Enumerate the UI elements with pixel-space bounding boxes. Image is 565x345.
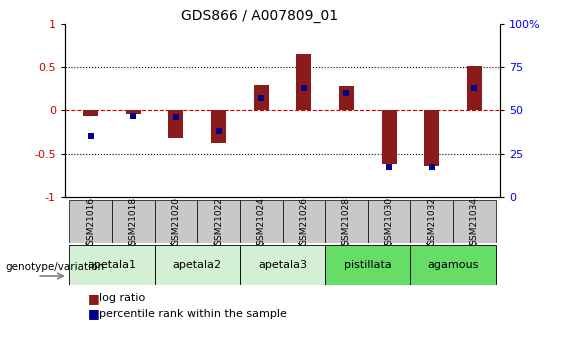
Bar xyxy=(424,110,439,167)
Text: genotype/variation: genotype/variation xyxy=(6,263,105,272)
Bar xyxy=(410,200,453,243)
Point xyxy=(470,85,479,91)
Text: GSM21016: GSM21016 xyxy=(86,197,95,246)
Point xyxy=(86,134,95,139)
Point xyxy=(427,165,436,170)
Text: apetala1: apetala1 xyxy=(88,260,136,270)
Point xyxy=(171,115,180,120)
Text: GSM21028: GSM21028 xyxy=(342,197,351,246)
Bar xyxy=(168,110,183,138)
Bar xyxy=(297,55,311,110)
Text: pistillata: pistillata xyxy=(344,260,392,270)
Text: GSM21020: GSM21020 xyxy=(171,197,180,246)
Bar xyxy=(197,200,240,243)
Text: GSM21034: GSM21034 xyxy=(470,197,479,246)
Text: agamous: agamous xyxy=(427,260,479,270)
Bar xyxy=(453,200,496,243)
Bar xyxy=(467,66,482,110)
Text: ■: ■ xyxy=(88,292,99,305)
Point xyxy=(342,90,351,96)
Text: GSM21032: GSM21032 xyxy=(427,197,436,246)
Bar xyxy=(126,110,141,114)
Text: log ratio: log ratio xyxy=(99,294,145,303)
Text: GSM21018: GSM21018 xyxy=(129,197,138,246)
Bar xyxy=(69,200,112,243)
Bar xyxy=(155,200,197,243)
Bar xyxy=(240,200,282,243)
Point xyxy=(129,113,138,118)
Text: ■: ■ xyxy=(88,307,99,321)
Bar xyxy=(325,245,410,285)
Bar xyxy=(282,200,325,243)
Bar xyxy=(368,200,410,243)
Bar xyxy=(112,200,155,243)
Text: GDS866 / A007809_01: GDS866 / A007809_01 xyxy=(181,9,338,23)
Bar xyxy=(155,245,240,285)
Bar xyxy=(69,245,155,285)
Point xyxy=(299,85,308,91)
Text: GSM21026: GSM21026 xyxy=(299,197,308,246)
Bar xyxy=(410,245,496,285)
Text: GSM21030: GSM21030 xyxy=(385,197,394,246)
Bar xyxy=(382,110,397,164)
Point xyxy=(214,128,223,134)
Bar xyxy=(211,110,226,143)
Text: apetala2: apetala2 xyxy=(173,260,221,270)
Bar xyxy=(254,85,268,110)
Point xyxy=(385,165,394,170)
Bar xyxy=(240,245,325,285)
Text: GSM21022: GSM21022 xyxy=(214,197,223,246)
Bar xyxy=(83,110,98,117)
Bar xyxy=(325,200,368,243)
Bar xyxy=(339,86,354,110)
Text: apetala3: apetala3 xyxy=(258,260,307,270)
Point xyxy=(257,96,266,101)
Text: percentile rank within the sample: percentile rank within the sample xyxy=(99,309,287,319)
Text: GSM21024: GSM21024 xyxy=(257,197,266,246)
